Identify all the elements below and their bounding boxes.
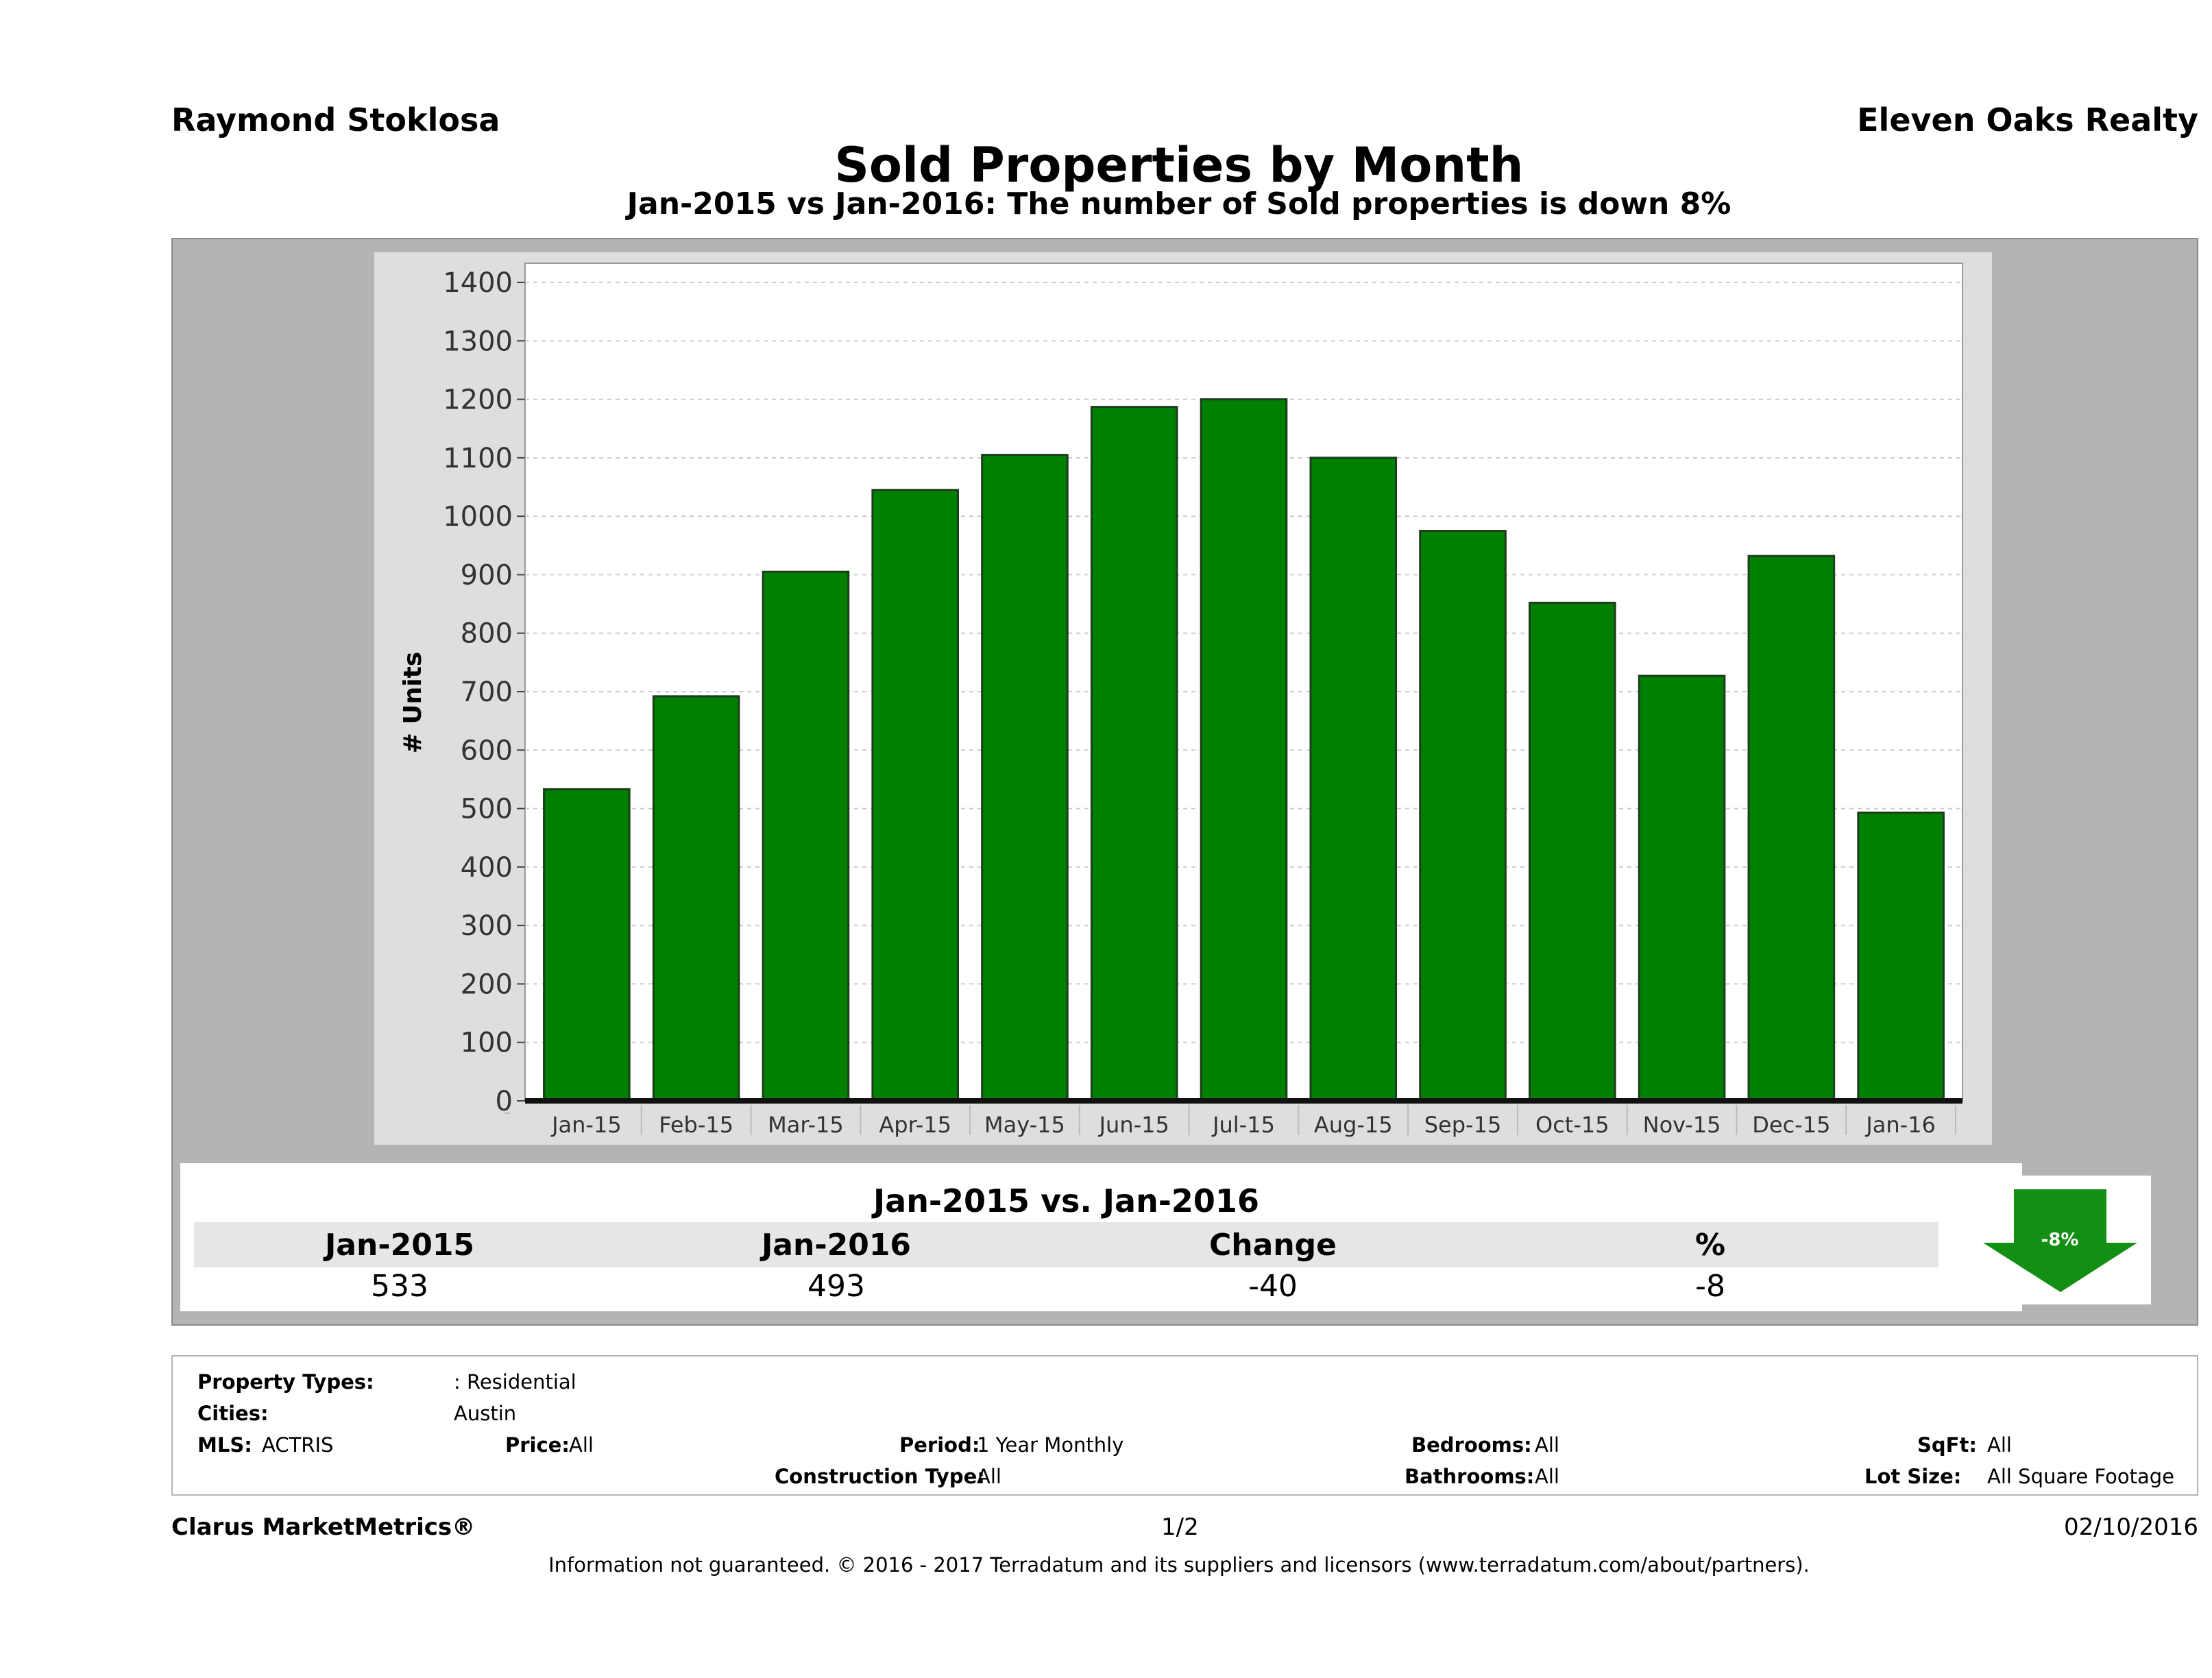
y-tick-label: 1200	[443, 385, 513, 416]
report-date: 02/10/2016	[2064, 1513, 2198, 1541]
bar-nov-15	[1638, 674, 1726, 1102]
period-label: Period:	[899, 1433, 980, 1457]
x-tick-label: May-15	[984, 1112, 1065, 1138]
bar-jul-15	[1200, 398, 1288, 1102]
bar-apr-15	[871, 489, 960, 1102]
bar-jan-16	[1857, 812, 1945, 1102]
property-types-value: : Residential	[454, 1370, 576, 1394]
summary-header-jan-2016: Jan-2016	[761, 1228, 912, 1263]
bar-jun-15	[1090, 406, 1178, 1102]
price-value: All	[569, 1433, 594, 1457]
x-tick-label: Apr-15	[879, 1112, 951, 1138]
y-tick-label: 600	[461, 735, 513, 766]
x-tick-label: Jun-15	[1098, 1112, 1169, 1138]
down-arrow-shape	[1983, 1189, 2137, 1292]
bar-jan-15	[543, 788, 631, 1102]
x-tick-label: Oct-15	[1535, 1112, 1609, 1138]
y-tick-label: 400	[461, 852, 513, 884]
bedrooms-value: All	[1535, 1433, 1559, 1457]
page-number: 1/2	[1161, 1513, 1199, 1541]
property-types-label: Property Types:	[197, 1370, 374, 1394]
y-tick-label: 500	[461, 794, 513, 825]
construction-type-value: All	[977, 1465, 1001, 1488]
summary-header-row: Jan-2015 Jan-2016 Change %	[194, 1222, 1938, 1267]
bar-chart: 0 100 200 300 400 500 600 700 800 900 1000 1100 1200…	[399, 263, 1963, 1138]
sqft-label: SqFt:	[1917, 1433, 1977, 1457]
summary-value-change: -40	[1248, 1269, 1298, 1304]
summary-header-change: Change	[1209, 1228, 1337, 1263]
bar-dec-15	[1747, 555, 1836, 1102]
summary-value-percent: -8	[1695, 1269, 1725, 1304]
bedrooms-label: Bedrooms:	[1411, 1433, 1532, 1457]
lot-size-value: All Square Footage	[1987, 1465, 2175, 1488]
summary-value-jan-2016: 493	[807, 1269, 865, 1304]
construction-type-label: Construction Type:	[775, 1465, 985, 1488]
footer-brand: Clarus MarketMetrics®	[171, 1513, 476, 1541]
bar-mar-15	[762, 570, 850, 1102]
y-tick-label: 200	[461, 969, 513, 1000]
y-tick-label: 0	[496, 1086, 513, 1117]
down-arrow-icon: -8%	[1983, 1189, 2137, 1292]
x-tick-label: Aug-15	[1314, 1112, 1393, 1138]
summary-title-row: Jan-2015 vs. Jan-2016	[194, 1177, 1938, 1222]
lot-size-label: Lot Size:	[1864, 1465, 1962, 1488]
company-name: Eleven Oaks Realty	[1857, 101, 2198, 138]
filter-details: Property Types: : Residential Cities: Au…	[171, 1355, 2198, 1496]
mls-value: ACTRIS	[262, 1433, 334, 1457]
summary-value-jan-2015: 533	[371, 1269, 428, 1304]
y-tick-label: 1000	[443, 501, 513, 533]
y-tick-label: 1100	[443, 443, 513, 474]
y-tick-label: 700	[461, 677, 513, 708]
bathrooms-label: Bathrooms:	[1405, 1465, 1535, 1488]
summary-title: Jan-2015 vs. Jan-2016	[873, 1182, 1259, 1219]
summary-value-row: 533 493 -40 -8	[194, 1267, 1938, 1306]
bar-sep-15	[1419, 529, 1507, 1102]
bar-feb-15	[652, 695, 740, 1102]
x-tick-label: Dec-15	[1752, 1112, 1830, 1138]
x-tick-label: Feb-15	[659, 1112, 733, 1138]
chart-panel: 0 100 200 300 400 500 600 700 800 900 1000 1100 1200…	[374, 252, 1992, 1145]
y-tick-label: 100	[461, 1028, 513, 1059]
y-axis-label: # Units	[399, 652, 427, 754]
x-tick-label: Jan-15	[550, 1112, 622, 1138]
summary-table: Jan-2015 vs. Jan-2016 Jan-2015 Jan-2016 …	[180, 1163, 2022, 1311]
disclaimer: Information not guaranteed. © 2016 - 201…	[548, 1553, 1810, 1577]
x-tick-label: Mar-15	[768, 1112, 844, 1138]
y-tick-label: 900	[461, 559, 513, 591]
x-tick-label: Jan-16	[1864, 1112, 1936, 1138]
sqft-value: All	[1987, 1433, 2012, 1457]
y-tick-label: 300	[461, 910, 513, 942]
price-label: Price:	[505, 1433, 570, 1457]
y-tick-label: 800	[461, 618, 513, 650]
bar-aug-15	[1309, 457, 1398, 1102]
y-tick-label: 1400	[443, 267, 513, 299]
x-tick-label: Nov-15	[1643, 1112, 1721, 1138]
chart-subtitle: Jan-2015 vs Jan-2016: The number of Sold…	[627, 186, 1731, 221]
cities-value: Austin	[454, 1402, 517, 1425]
cities-label: Cities:	[197, 1402, 269, 1425]
mls-label: MLS:	[197, 1433, 252, 1457]
summary-header-jan-2015: Jan-2015	[324, 1228, 475, 1263]
x-tick-label: Sep-15	[1424, 1112, 1502, 1138]
summary-header-percent: %	[1694, 1228, 1726, 1263]
bar-oct-15	[1528, 601, 1616, 1102]
x-tick-label: Jul-15	[1211, 1112, 1275, 1138]
change-indicator: -8%	[1969, 1176, 2151, 1304]
bar-may-15	[981, 454, 1069, 1102]
y-tick-label: 1300	[443, 326, 513, 357]
agent-name: Raymond Stoklosa	[171, 101, 500, 138]
change-percent-label: -8%	[2041, 1230, 2079, 1250]
chart-title: Sold Properties by Month	[834, 137, 1524, 193]
period-value: 1 Year Monthly	[977, 1433, 1124, 1457]
bathrooms-value: All	[1535, 1465, 1559, 1488]
